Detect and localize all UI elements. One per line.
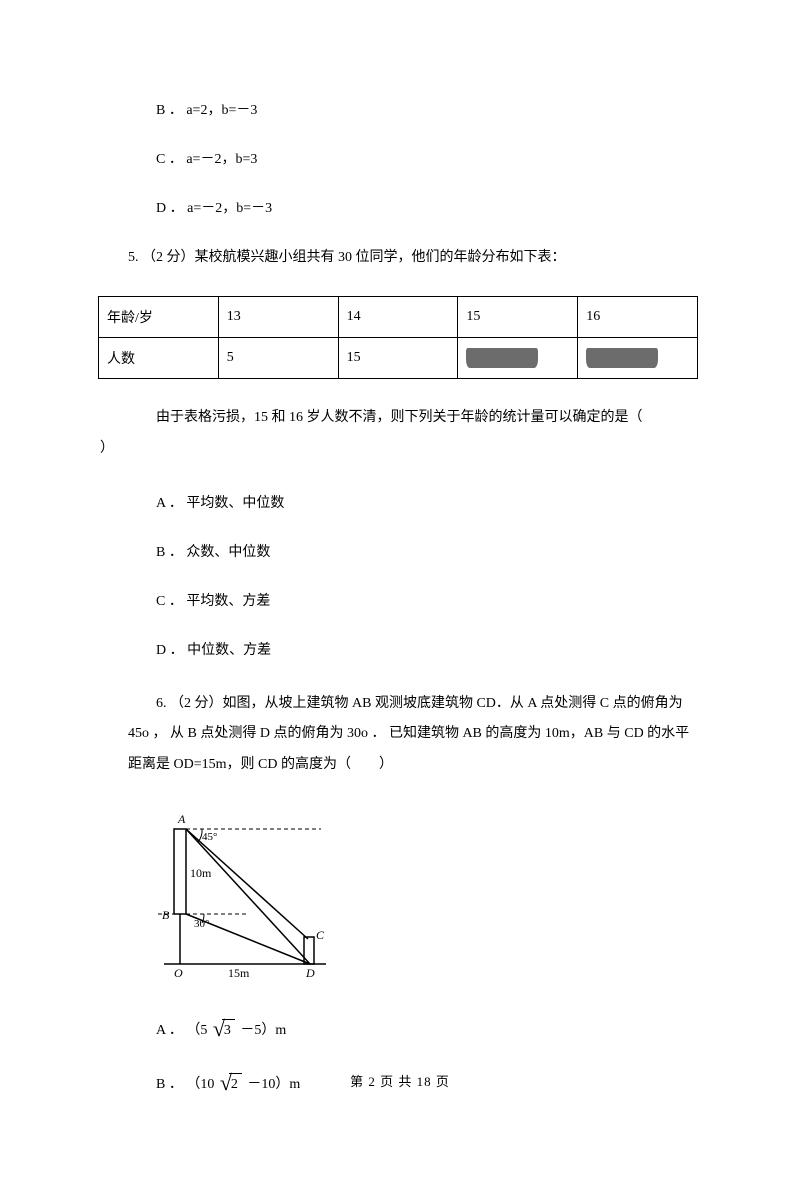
q5-option-c: C ． 平均数、方差 [100, 591, 700, 612]
q5-table: 年龄/岁 13 14 15 16 人数 5 15 [98, 296, 698, 379]
q6-optA-pre: A ． （5 [156, 1023, 207, 1038]
q4-option-b: B ． a=2，b=－3 [100, 100, 700, 121]
q5-table-r1c5: 16 [578, 297, 698, 338]
diagram-label-D: D [305, 966, 315, 980]
diagram-label-O: O [174, 966, 183, 980]
diagram-label-A: A [177, 812, 186, 826]
q5-option-a: A ． 平均数、中位数 [100, 493, 700, 514]
q5-tail-text2: ） [100, 441, 114, 456]
diagram-15m: 15m [228, 966, 250, 980]
q5-table-r2c3: 15 [338, 338, 458, 379]
diagram-angle45: 45° [202, 831, 217, 843]
q5-table-r1c2: 13 [218, 297, 338, 338]
q5-option-d: D ． 中位数、方差 [100, 640, 700, 661]
page-footer: 第 2 页 共 18 页 [0, 1071, 800, 1090]
q5-option-b: B ． 众数、中位数 [100, 542, 700, 563]
q5-table-r2c4-obscured [458, 338, 578, 379]
q5-table-r2c2: 5 [218, 338, 338, 379]
q5-table-r2c1: 人数 [99, 338, 219, 379]
q5-table-r1c4: 15 [458, 297, 578, 338]
diagram-label-C: C [316, 928, 325, 942]
q5-table-r1c3: 14 [338, 297, 458, 338]
sqrt-icon: √3 [213, 1018, 235, 1044]
q5-table-r2c5-obscured [578, 338, 698, 379]
diagram-angle30: 30° [194, 918, 209, 930]
q4-option-c: C ． a=－2，b=3 [100, 149, 700, 170]
q6-stem: 6. （2 分）如图，从坡上建筑物 AB 观测坡底建筑物 CD．从 A 点处测得… [100, 689, 700, 781]
q6-diagram: A B O C D 45° 30° 10m 15m [156, 809, 700, 994]
q5-table-r1c1: 年龄/岁 [99, 297, 219, 338]
q4-option-d: D ． a=－2，b=－3 [100, 198, 700, 219]
q6-optA-sqrt: 3 [222, 1019, 235, 1040]
q5-stem: 5. （2 分）某校航模兴趣小组共有 30 位同学，他们的年龄分布如下表： [100, 247, 700, 268]
diagram-10m: 10m [190, 866, 212, 880]
q5-tail: 由于表格污损，15 和 16 岁人数不清，则下列关于年龄的统计量可以确定的是（ … [100, 403, 700, 465]
q6-optA-post: －5）m [240, 1023, 286, 1038]
q5-tail-text1: 由于表格污损，15 和 16 岁人数不清，则下列关于年龄的统计量可以确定的是（ [100, 410, 657, 425]
diagram-label-B: B [162, 908, 170, 922]
q6-option-a: A ． （5 √3 －5）m [100, 1018, 700, 1044]
